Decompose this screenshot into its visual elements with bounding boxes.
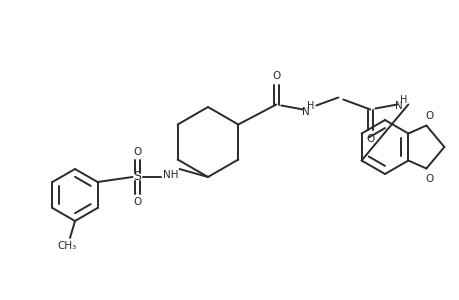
Text: O: O <box>424 173 432 184</box>
Text: S: S <box>133 170 141 184</box>
Text: H: H <box>399 94 406 104</box>
Text: O: O <box>133 147 141 157</box>
Text: N: N <box>302 106 309 116</box>
Text: O: O <box>365 134 374 143</box>
Text: NH: NH <box>162 170 178 180</box>
Text: H: H <box>306 100 313 110</box>
Text: O: O <box>133 197 141 207</box>
Text: O: O <box>272 70 280 80</box>
Text: O: O <box>424 110 432 121</box>
Text: CH₃: CH₃ <box>57 241 77 251</box>
Text: N: N <box>395 100 402 110</box>
